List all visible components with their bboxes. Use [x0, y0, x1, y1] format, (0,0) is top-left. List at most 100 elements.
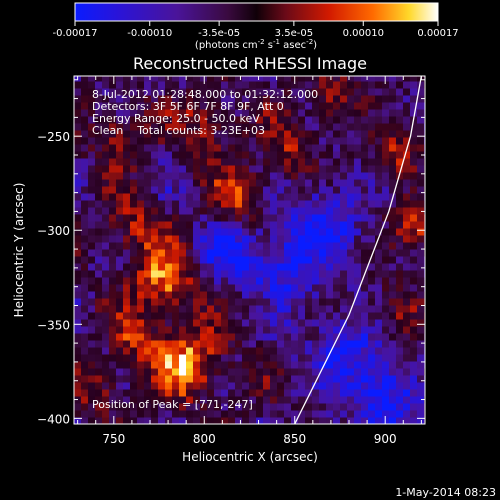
- heatmap-cell: [172, 312, 180, 320]
- heatmap-cell: [235, 305, 243, 313]
- heatmap-cell: [193, 235, 201, 243]
- heatmap-cell: [151, 396, 159, 404]
- heatmap-cell: [305, 200, 313, 208]
- heatmap-cell: [165, 81, 173, 89]
- heatmap-cell: [417, 214, 425, 222]
- heatmap-cell: [137, 277, 145, 285]
- heatmap-cell: [347, 410, 355, 418]
- heatmap-cell: [214, 116, 222, 124]
- heatmap-cell: [389, 298, 397, 306]
- heatmap-cell: [235, 417, 243, 424]
- heatmap-cell: [116, 382, 124, 390]
- heatmap-cell: [88, 312, 96, 320]
- heatmap-cell: [102, 256, 110, 264]
- heatmap-cell: [95, 200, 103, 208]
- heatmap-cell: [354, 88, 362, 96]
- heatmap-cell: [242, 354, 250, 362]
- heatmap-cell: [340, 326, 348, 334]
- heatmap-cell: [74, 277, 82, 285]
- heatmap-cell: [291, 165, 299, 173]
- heatmap-cell: [368, 417, 376, 424]
- heatmap-cell: [214, 214, 222, 222]
- heatmap-cell: [333, 172, 341, 180]
- heatmap-cell: [88, 298, 96, 306]
- heatmap-cell: [123, 298, 131, 306]
- heatmap-cell: [396, 137, 404, 145]
- heatmap-cell: [179, 130, 187, 138]
- heatmap-cell: [382, 333, 390, 341]
- heatmap-cell: [319, 207, 327, 215]
- heatmap-cell: [417, 193, 425, 201]
- heatmap-cell: [396, 207, 404, 215]
- heatmap-cell: [116, 298, 124, 306]
- heatmap-cell: [186, 88, 194, 96]
- heatmap-cell: [221, 256, 229, 264]
- heatmap-cell: [130, 403, 138, 411]
- heatmap-cell: [354, 165, 362, 173]
- heatmap-cell: [200, 403, 208, 411]
- heatmap-cell: [312, 109, 320, 117]
- heatmap-cell: [179, 368, 187, 376]
- heatmap-cell: [95, 361, 103, 369]
- heatmap-cell: [228, 144, 236, 152]
- heatmap-cell: [361, 291, 369, 299]
- heatmap-cell: [165, 368, 173, 376]
- heatmap-cell: [193, 382, 201, 390]
- heatmap-cell: [368, 151, 376, 159]
- heatmap-cell: [403, 340, 411, 348]
- heatmap-cell: [263, 81, 271, 89]
- heatmap-cell: [116, 95, 124, 103]
- heatmap-cell: [305, 270, 313, 278]
- heatmap-cell: [165, 109, 173, 117]
- heatmap-cell: [319, 137, 327, 145]
- heatmap-cell: [207, 130, 215, 138]
- heatmap-cell: [193, 417, 201, 424]
- heatmap-cell: [263, 347, 271, 355]
- heatmap-cell: [256, 116, 264, 124]
- heatmap-cell: [151, 263, 159, 271]
- heatmap-cell: [228, 291, 236, 299]
- heatmap-cell: [81, 368, 89, 376]
- heatmap-cell: [312, 368, 320, 376]
- heatmap-cell: [389, 109, 397, 117]
- heatmap-cell: [312, 193, 320, 201]
- heatmap-cell: [193, 375, 201, 383]
- heatmap-cell: [179, 179, 187, 187]
- heatmap-cell: [298, 144, 306, 152]
- heatmap-cell: [242, 291, 250, 299]
- heatmap-cell: [130, 165, 138, 173]
- heatmap-cell: [256, 396, 264, 404]
- heatmap-cell: [116, 242, 124, 250]
- heatmap-cell: [354, 256, 362, 264]
- heatmap-cell: [319, 186, 327, 194]
- heatmap-cell: [165, 102, 173, 110]
- heatmap-cell: [305, 165, 313, 173]
- heatmap-cell: [361, 123, 369, 131]
- heatmap-cell: [200, 88, 208, 96]
- heatmap-cell: [102, 333, 110, 341]
- heatmap-cell: [291, 95, 299, 103]
- heatmap-cell: [144, 361, 152, 369]
- heatmap-cell: [389, 375, 397, 383]
- heatmap-cell: [333, 109, 341, 117]
- heatmap-cell: [368, 214, 376, 222]
- heatmap-cell: [403, 158, 411, 166]
- heatmap-cell: [172, 417, 180, 424]
- heatmap-cell: [396, 95, 404, 103]
- heatmap-cell: [109, 76, 117, 82]
- heatmap-cell: [137, 249, 145, 257]
- heatmap-cell: [151, 144, 159, 152]
- heatmap-cell: [361, 347, 369, 355]
- heatmap-cell: [137, 368, 145, 376]
- heatmap-cell: [284, 165, 292, 173]
- heatmap-cell: [137, 179, 145, 187]
- heatmap-cell: [144, 214, 152, 222]
- heatmap-cell: [333, 417, 341, 424]
- heatmap-cell: [116, 130, 124, 138]
- heatmap-cell: [277, 81, 285, 89]
- heatmap-cell: [368, 326, 376, 334]
- heatmap-cell: [284, 333, 292, 341]
- heatmap-cell: [249, 76, 257, 82]
- heatmap-cell: [123, 165, 131, 173]
- heatmap-cell: [137, 319, 145, 327]
